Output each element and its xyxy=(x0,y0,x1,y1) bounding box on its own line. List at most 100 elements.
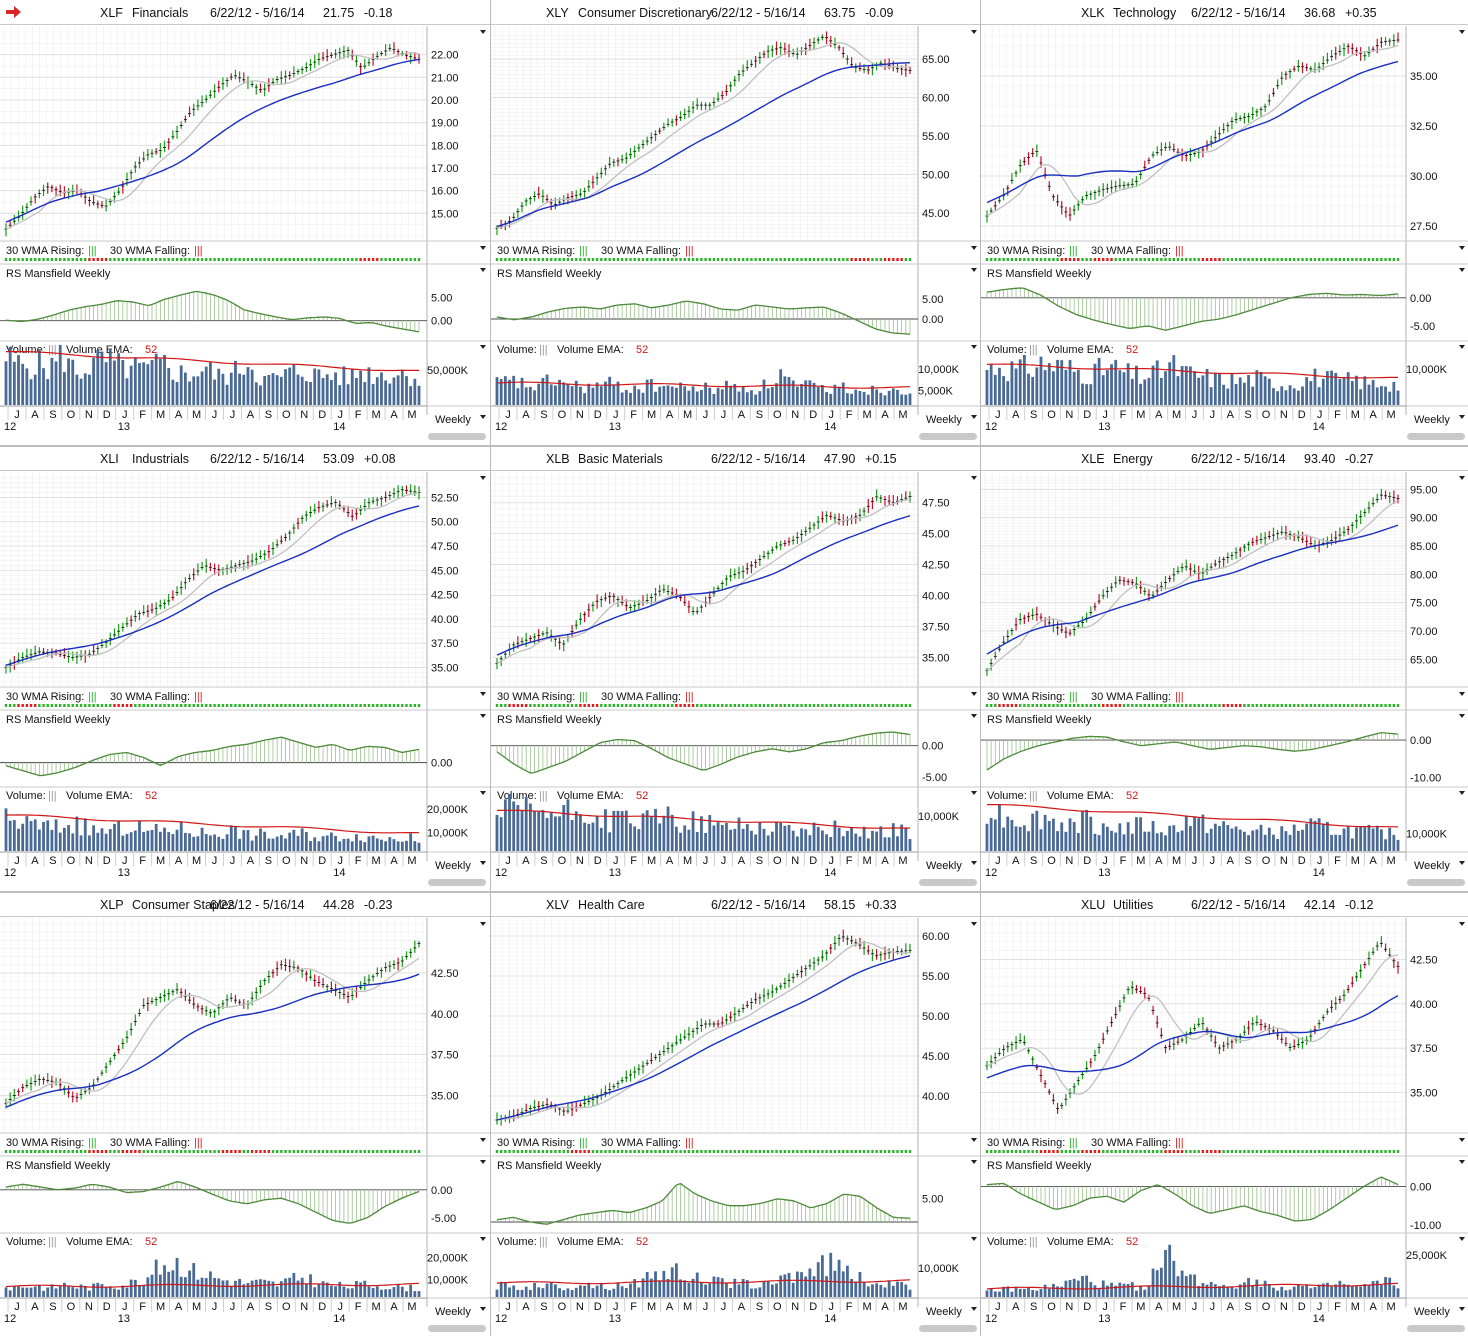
triangle-down-icon[interactable] xyxy=(480,1160,486,1164)
triangle-down-icon[interactable] xyxy=(1459,791,1465,795)
triangle-down-icon[interactable] xyxy=(971,714,977,718)
triangle-down-icon[interactable] xyxy=(480,415,486,419)
triangle-down-icon[interactable] xyxy=(480,791,486,795)
triangle-down-icon[interactable] xyxy=(480,345,486,349)
triangle-down-icon[interactable] xyxy=(480,714,486,718)
horizontal-scrollbar[interactable] xyxy=(1407,433,1465,440)
triangle-down-icon[interactable] xyxy=(1459,246,1465,250)
triangle-down-icon[interactable] xyxy=(971,268,977,272)
triangle-down-icon[interactable] xyxy=(480,246,486,250)
volume-bar xyxy=(1019,359,1022,405)
volume-bar xyxy=(767,835,770,851)
volume-bar xyxy=(222,374,225,405)
triangle-down-icon[interactable] xyxy=(971,791,977,795)
horizontal-scrollbar[interactable] xyxy=(428,879,486,886)
rs-tick-label: -5.00 xyxy=(922,772,947,784)
volume-bar xyxy=(1293,388,1296,405)
triangle-down-icon[interactable] xyxy=(971,861,977,865)
triangle-down-icon[interactable] xyxy=(480,1138,486,1142)
triangle-down-icon[interactable] xyxy=(971,692,977,696)
trend-dot xyxy=(550,258,552,261)
triangle-down-icon[interactable] xyxy=(480,1237,486,1241)
triangle-down-icon[interactable] xyxy=(1459,345,1465,349)
trend-dot xyxy=(625,704,627,707)
volume-bar xyxy=(571,386,574,405)
year-label: 12 xyxy=(4,1313,16,1325)
volume-bar xyxy=(571,820,574,851)
triangle-down-icon[interactable] xyxy=(1459,30,1465,34)
triangle-down-icon[interactable] xyxy=(480,861,486,865)
volume-bar xyxy=(201,828,204,851)
trend-dot xyxy=(1397,704,1399,707)
volume-bar xyxy=(1214,373,1217,405)
volume-bar xyxy=(842,382,845,405)
triangle-down-icon[interactable] xyxy=(971,246,977,250)
volume-bar xyxy=(263,1280,266,1297)
price-tick-label: 19.00 xyxy=(431,118,459,130)
volume-bar xyxy=(1139,384,1142,405)
price-pane xyxy=(0,26,427,240)
month-label: F xyxy=(1120,409,1127,421)
triangle-down-icon[interactable] xyxy=(971,345,977,349)
triangle-down-icon[interactable] xyxy=(971,415,977,419)
triangle-down-icon[interactable] xyxy=(480,476,486,480)
triangle-down-icon[interactable] xyxy=(1459,476,1465,480)
trend-dot xyxy=(42,258,44,261)
volume-bar xyxy=(276,837,279,851)
volume-bar xyxy=(151,360,154,405)
triangle-down-icon[interactable] xyxy=(1459,861,1465,865)
trend-dot xyxy=(339,704,341,707)
trend-dot xyxy=(1090,258,1092,261)
triangle-down-icon[interactable] xyxy=(480,922,486,926)
trend-dot xyxy=(359,258,361,261)
trend-dot xyxy=(563,704,565,707)
triangle-down-icon[interactable] xyxy=(480,30,486,34)
period-label: Weekly xyxy=(435,1306,471,1318)
volume-bar xyxy=(1123,372,1126,405)
trend-dot xyxy=(604,704,606,707)
triangle-down-icon[interactable] xyxy=(480,1307,486,1311)
triangle-down-icon[interactable] xyxy=(1459,415,1465,419)
trend-dot xyxy=(1185,258,1187,261)
volume-bar xyxy=(42,1291,45,1297)
triangle-down-icon[interactable] xyxy=(1459,268,1465,272)
horizontal-scrollbar[interactable] xyxy=(919,433,977,440)
trend-dot xyxy=(512,258,514,261)
month-label: O xyxy=(558,855,567,867)
triangle-down-icon[interactable] xyxy=(480,692,486,696)
triangle-down-icon[interactable] xyxy=(1459,714,1465,718)
trend-dot xyxy=(1384,258,1386,261)
rs-line xyxy=(6,737,419,775)
month-label: M xyxy=(192,409,201,421)
trend-dot xyxy=(1094,704,1096,707)
volume-bar xyxy=(192,376,195,405)
trend-dot xyxy=(1318,704,1320,707)
horizontal-scrollbar[interactable] xyxy=(919,879,977,886)
triangle-down-icon[interactable] xyxy=(971,30,977,34)
triangle-down-icon[interactable] xyxy=(480,268,486,272)
triangle-down-icon[interactable] xyxy=(971,476,977,480)
volume-bar xyxy=(1131,834,1134,851)
year-label: 14 xyxy=(333,867,345,879)
triangle-down-icon[interactable] xyxy=(1459,692,1465,696)
trend-dot xyxy=(405,1150,407,1153)
volume-bar xyxy=(397,375,400,405)
trend-dot xyxy=(1343,704,1345,707)
trend-dot xyxy=(583,704,585,707)
horizontal-scrollbar[interactable] xyxy=(428,433,486,440)
month-label: M xyxy=(156,1301,165,1313)
horizontal-scrollbar[interactable] xyxy=(1407,879,1465,886)
trend-dot xyxy=(990,704,992,707)
horizontal-scrollbar[interactable] xyxy=(428,1325,486,1332)
volume-bar xyxy=(725,823,728,851)
volume-bar xyxy=(146,364,149,405)
trend-dot xyxy=(1388,704,1390,707)
